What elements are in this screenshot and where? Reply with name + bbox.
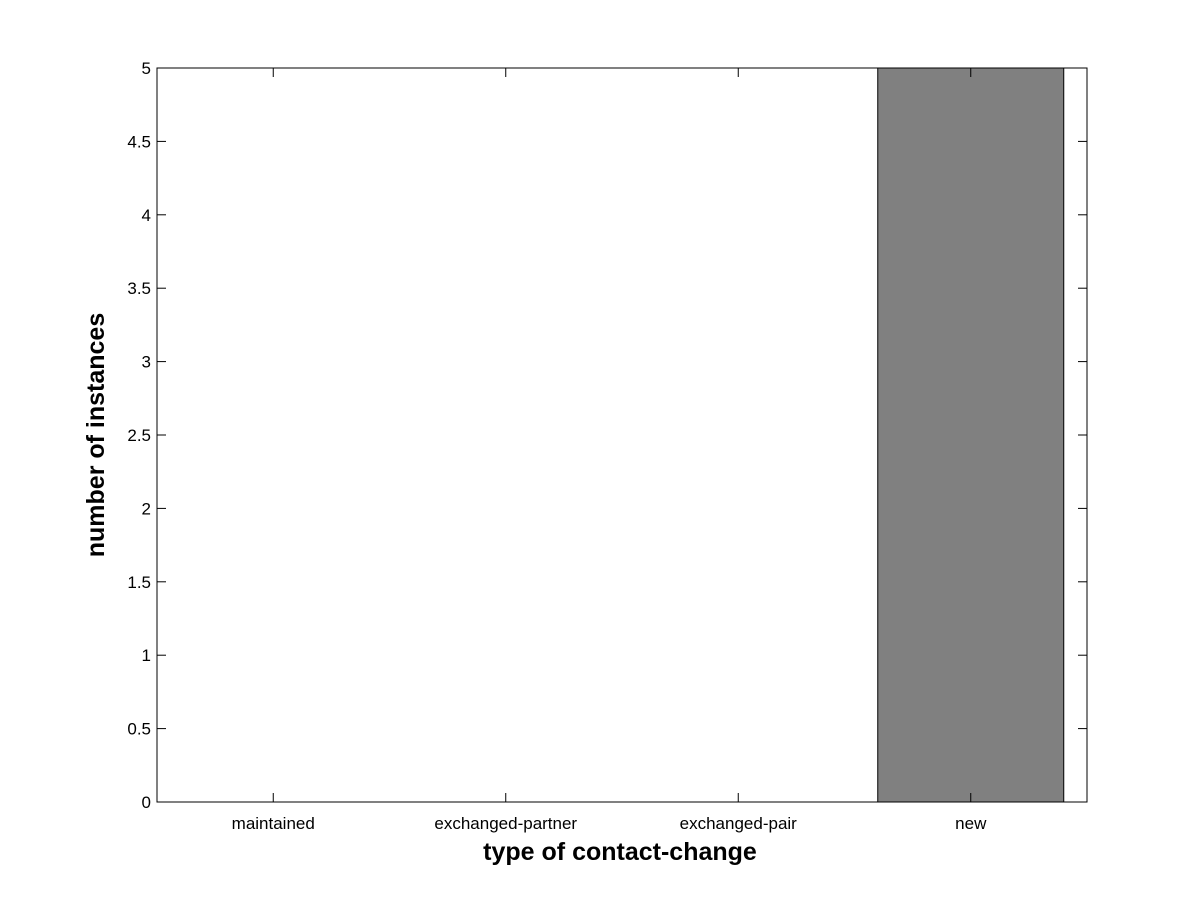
x-axis-label: type of contact-change xyxy=(483,838,757,866)
y-tick-label: 3 xyxy=(142,353,151,372)
x-tick-label: exchanged-pair xyxy=(680,814,798,833)
y-tick-label: 2.5 xyxy=(127,426,151,445)
x-tick-label: new xyxy=(955,814,987,833)
y-tick-label: 4 xyxy=(142,206,151,225)
y-tick-label: 1 xyxy=(142,646,151,665)
x-tick-label: maintained xyxy=(232,814,315,833)
y-tick-label: 3.5 xyxy=(127,279,151,298)
y-tick-label: 0 xyxy=(142,793,151,812)
y-axis-label: number of instances xyxy=(82,313,110,558)
y-tick-label: 0.5 xyxy=(127,720,151,739)
y-tick-label: 4.5 xyxy=(127,132,151,151)
axes-box xyxy=(156,67,1088,803)
y-tick-label: 5 xyxy=(142,59,151,78)
x-tick-label: exchanged-partner xyxy=(434,814,577,833)
y-tick-label: 2 xyxy=(142,499,151,518)
bar-new xyxy=(877,67,1065,803)
y-tick-label: 1.5 xyxy=(127,573,151,592)
